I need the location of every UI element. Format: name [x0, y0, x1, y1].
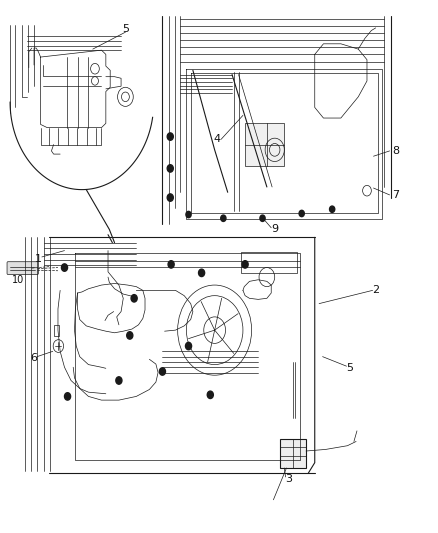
Text: 8: 8	[392, 146, 399, 156]
Text: 5: 5	[346, 364, 353, 373]
Text: 10: 10	[12, 274, 24, 285]
Circle shape	[167, 194, 173, 201]
Text: 4: 4	[213, 134, 220, 144]
Text: 3: 3	[285, 474, 292, 483]
Text: 9: 9	[271, 224, 279, 235]
Circle shape	[186, 212, 191, 217]
Circle shape	[159, 368, 166, 375]
Circle shape	[168, 261, 174, 268]
Bar	[53, 325, 59, 336]
Circle shape	[299, 211, 304, 216]
Circle shape	[221, 215, 226, 221]
Bar	[280, 439, 306, 468]
Bar	[245, 123, 284, 166]
Circle shape	[260, 215, 265, 221]
Text: 5: 5	[122, 24, 129, 34]
Text: 1: 1	[35, 254, 42, 263]
Circle shape	[64, 393, 71, 400]
Circle shape	[61, 264, 67, 271]
Circle shape	[207, 391, 213, 399]
Text: 6: 6	[31, 353, 38, 362]
Circle shape	[131, 295, 137, 302]
Text: 2: 2	[372, 285, 379, 295]
FancyBboxPatch shape	[7, 262, 39, 274]
Circle shape	[167, 133, 173, 140]
Bar	[241, 252, 297, 273]
Circle shape	[198, 269, 205, 277]
Circle shape	[116, 377, 122, 384]
Text: 7: 7	[392, 190, 399, 200]
Circle shape	[242, 261, 248, 268]
Circle shape	[127, 332, 133, 339]
Circle shape	[329, 206, 335, 213]
Circle shape	[167, 165, 173, 172]
Circle shape	[185, 342, 191, 350]
